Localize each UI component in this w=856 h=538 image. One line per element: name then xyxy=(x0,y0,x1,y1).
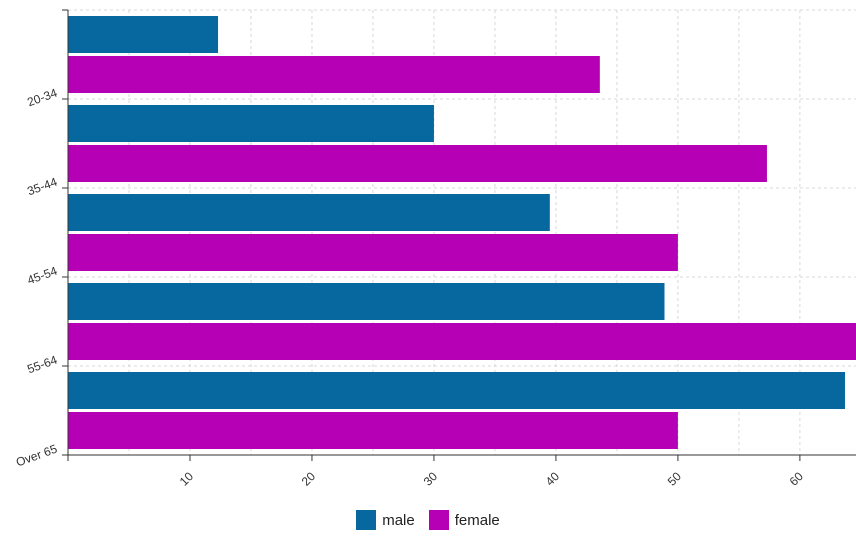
x-tick-label: 10 xyxy=(177,469,197,489)
y-tick-label: 20-34 xyxy=(25,86,59,110)
x-tick-label: 40 xyxy=(543,469,563,489)
y-tick-label: Over 65 xyxy=(14,442,59,470)
x-tick-label: 50 xyxy=(665,469,685,489)
legend-item-female[interactable]: female xyxy=(428,510,500,530)
legend-label: male xyxy=(382,511,415,529)
bar-female-0 xyxy=(68,56,600,93)
y-tick-label: 45-54 xyxy=(25,264,59,288)
bar-chart: 20-34 35-44 45-54 55-64 Over 65 10 20 30 40 50 60 xyxy=(14,9,856,489)
legend: male female xyxy=(0,510,856,530)
legend-item-male[interactable]: male xyxy=(356,510,415,530)
legend-label: female xyxy=(454,511,500,529)
x-tick-label: 20 xyxy=(299,469,319,489)
x-tick-label: 60 xyxy=(787,469,807,489)
bar-male-4 xyxy=(68,372,846,409)
bar-male-3 xyxy=(68,283,665,320)
legend-swatch xyxy=(428,510,449,530)
bar-male-1 xyxy=(68,105,434,142)
bar-female-1 xyxy=(68,145,767,182)
bar-female-3 xyxy=(68,323,856,360)
y-tick-label: 35-44 xyxy=(25,175,59,199)
bar-male-0 xyxy=(68,16,219,53)
x-tick-label: 30 xyxy=(421,469,441,489)
legend-swatch xyxy=(356,510,377,530)
bar-female-2 xyxy=(68,234,678,271)
bar-female-4 xyxy=(68,412,678,449)
bars xyxy=(68,16,856,449)
bar-male-2 xyxy=(68,194,550,231)
y-tick-label: 55-64 xyxy=(25,353,59,377)
